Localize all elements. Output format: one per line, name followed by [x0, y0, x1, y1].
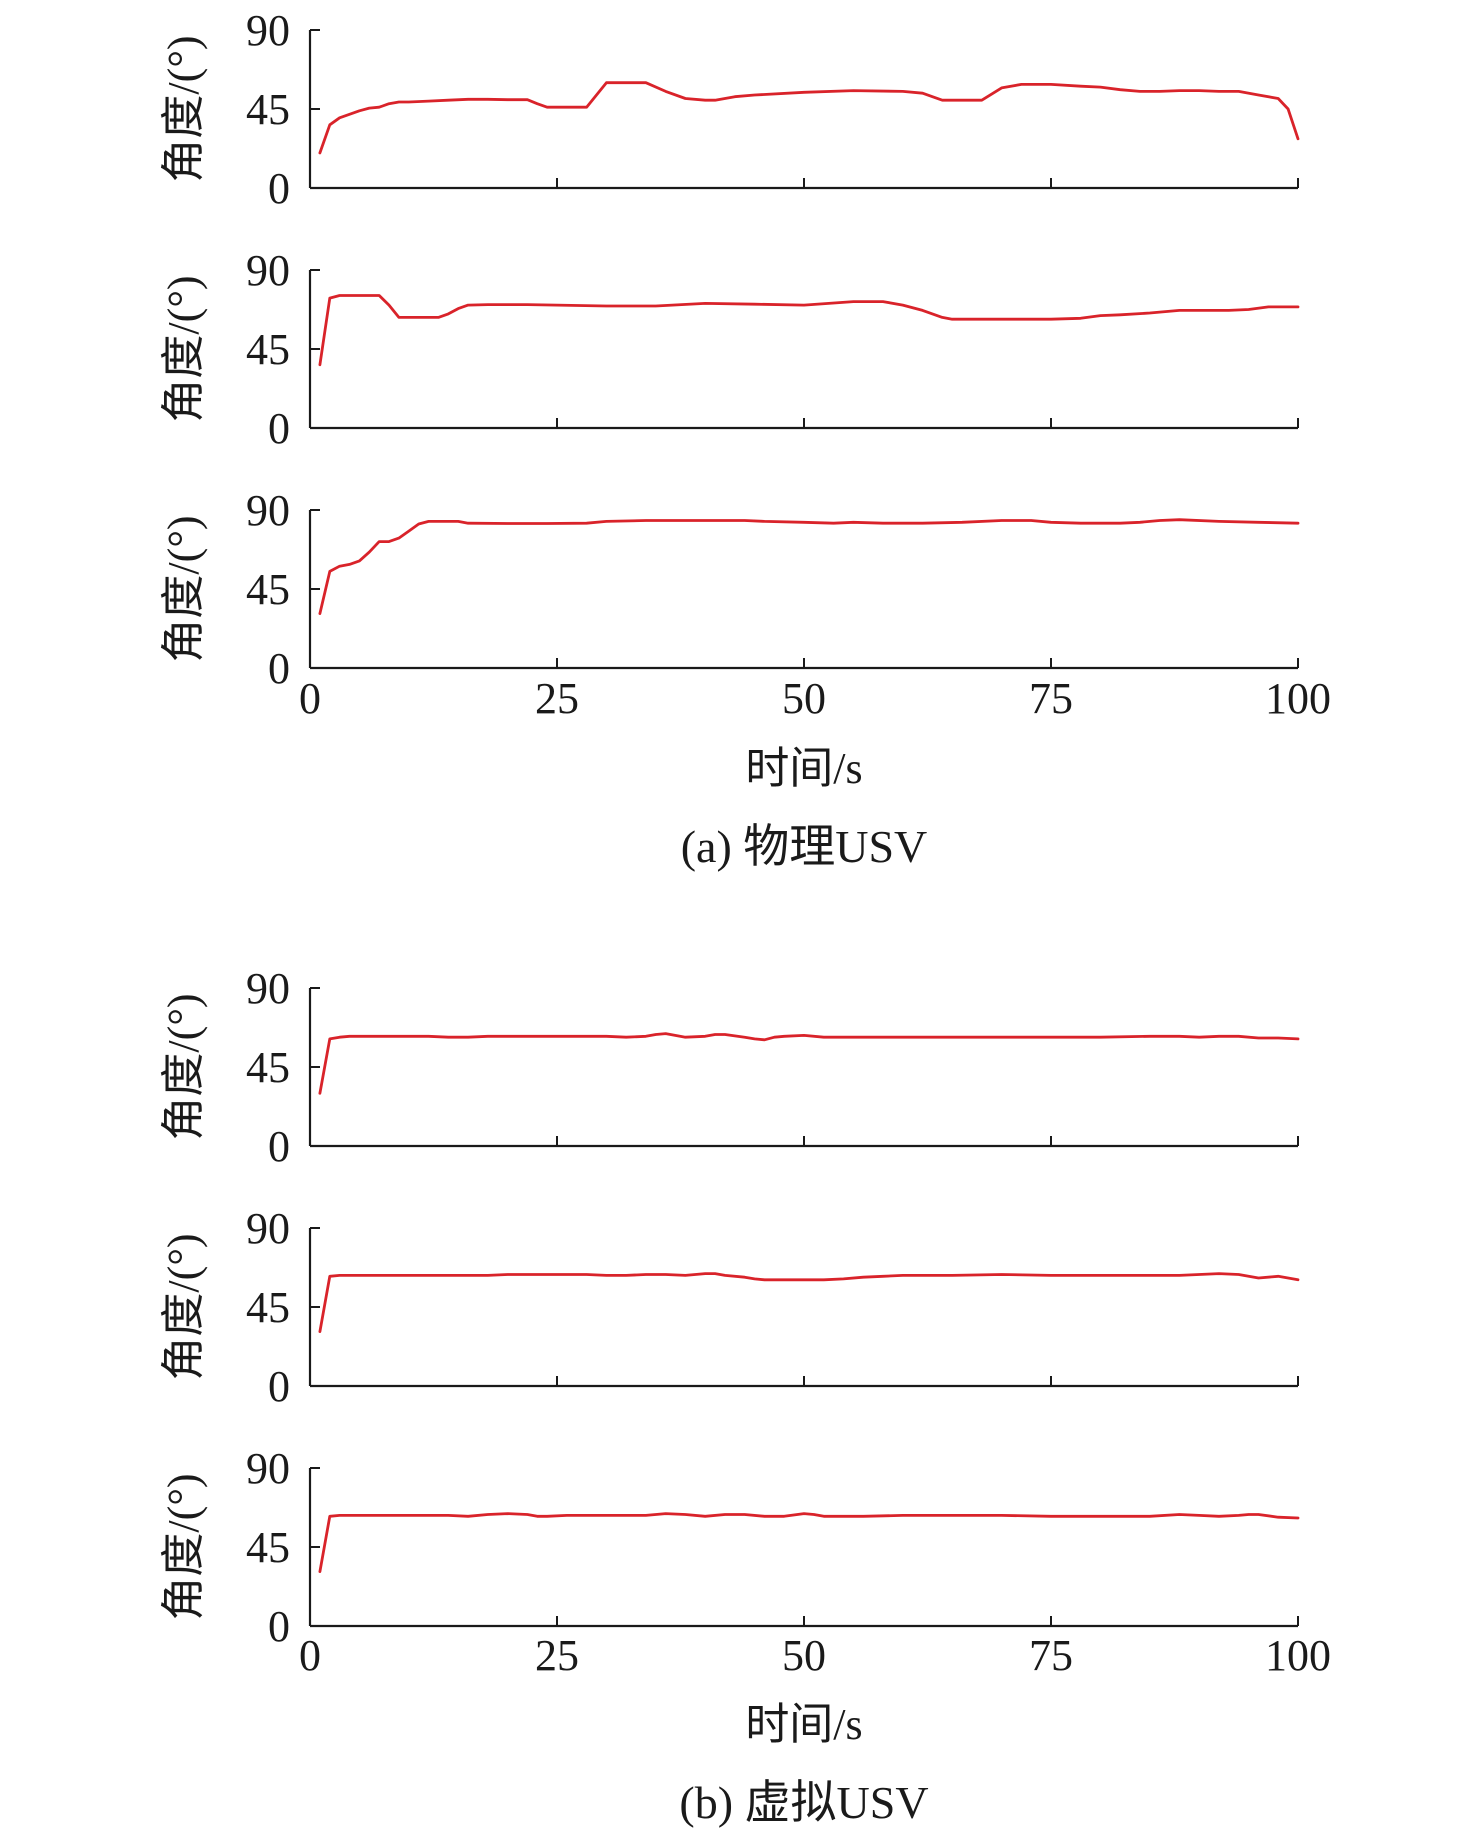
y-axis-label: 角度/(°)	[159, 1473, 208, 1620]
x-tick-label: 100	[1265, 674, 1331, 723]
y-tick-label: 0	[268, 164, 290, 213]
x-tick-label: 0	[299, 674, 321, 723]
y-tick-label: 90	[246, 1204, 290, 1253]
y-tick-label: 0	[268, 644, 290, 693]
chart-panel: 0 45 90 角度/(°)	[159, 964, 1300, 1171]
y-tick-label: 90	[246, 246, 290, 295]
figure-caption: (b) 虚拟USV	[679, 1777, 928, 1828]
chart-group-2: 0 45 90 角度/(°) 0 45 90 角度/(°) 0 45 90 角度/(°) 0 25 50 75…	[159, 964, 1331, 1828]
x-tick-label: 50	[782, 674, 826, 723]
x-axis-title: 时间/s	[745, 744, 862, 793]
chart-panel: 0 45 90 角度/(°)	[159, 486, 1300, 693]
y-tick-label: 0	[268, 1602, 290, 1651]
x-tick-label: 25	[535, 1631, 579, 1680]
y-tick-label: 45	[246, 565, 290, 614]
y-axis-label: 角度/(°)	[159, 275, 208, 422]
y-axis-label: 角度/(°)	[159, 35, 208, 182]
chart-panel: 0 45 90 角度/(°)	[159, 1204, 1300, 1411]
y-tick-label: 90	[246, 964, 290, 1013]
x-axis-title: 时间/s	[745, 1700, 862, 1749]
y-tick-label: 90	[246, 6, 290, 55]
x-tick-label: 75	[1029, 1631, 1073, 1680]
y-tick-label: 0	[268, 1122, 290, 1171]
x-tick-label: 100	[1265, 1631, 1331, 1680]
x-tick-label: 0	[299, 1631, 321, 1680]
chart-panel: 0 45 90 角度/(°)	[159, 6, 1300, 213]
y-tick-label: 0	[268, 404, 290, 453]
y-tick-label: 0	[268, 1362, 290, 1411]
x-tick-label: 75	[1029, 674, 1073, 723]
y-tick-label: 45	[246, 1523, 290, 1572]
series-line	[318, 1032, 1300, 1095]
series-line	[318, 518, 1300, 615]
series-line	[318, 1272, 1300, 1333]
x-tick-label: 50	[782, 1631, 826, 1680]
series-line	[318, 294, 1300, 367]
y-tick-label: 90	[246, 486, 290, 535]
chart-panel: 0 45 90 角度/(°)	[159, 1444, 1300, 1651]
series-line	[318, 1512, 1300, 1573]
series-line	[318, 81, 1300, 155]
y-axis-label: 角度/(°)	[159, 1233, 208, 1380]
y-axis-label: 角度/(°)	[159, 993, 208, 1140]
chart-group-1: 0 45 90 角度/(°) 0 45 90 角度/(°) 0 45 90 角度/(°) 0 25 50 75…	[159, 6, 1331, 872]
y-axis-label: 角度/(°)	[159, 515, 208, 662]
x-tick-label: 25	[535, 674, 579, 723]
figure-caption: (a) 物理USV	[681, 821, 928, 872]
y-tick-label: 45	[246, 85, 290, 134]
chart-panel: 0 45 90 角度/(°)	[159, 246, 1300, 453]
y-tick-label: 45	[246, 325, 290, 374]
y-tick-label: 90	[246, 1444, 290, 1493]
y-tick-label: 45	[246, 1283, 290, 1332]
y-tick-label: 45	[246, 1043, 290, 1092]
